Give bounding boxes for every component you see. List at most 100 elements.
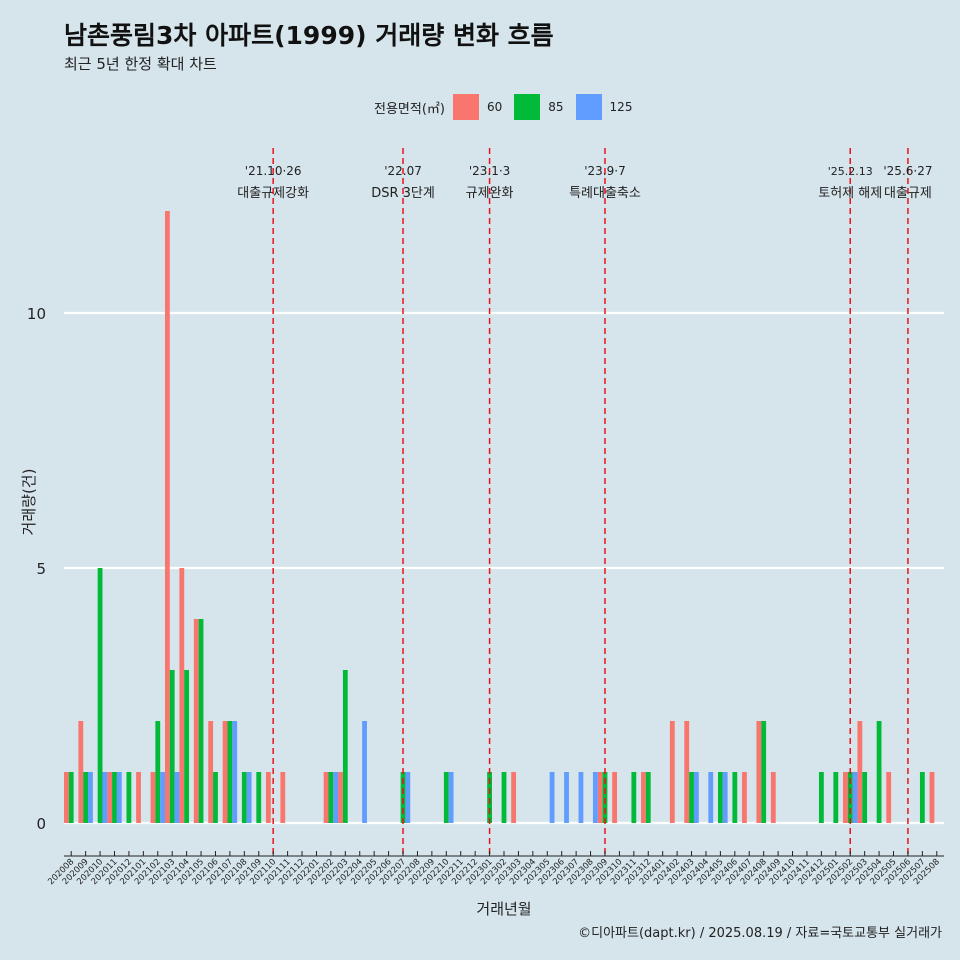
- bar-125-202011: [116, 772, 122, 823]
- bar-85-202210: [443, 772, 449, 823]
- bar-85-202501: [833, 772, 839, 823]
- bar-85-202503: [862, 772, 868, 823]
- y-tick-label: 0: [36, 815, 46, 833]
- event-label: 대출규제강화: [237, 186, 309, 201]
- bar-85-202010: [97, 568, 103, 823]
- bar-125-202108: [246, 772, 252, 823]
- bar-60-202309: [597, 772, 603, 823]
- legend-label-60: 60: [486, 100, 503, 114]
- source-caption: ©디아파트(dapt.kr) / 2025.08.19 / 자료=국토교통부 실…: [578, 926, 942, 941]
- y-axis-label: 거래량(건): [20, 469, 38, 536]
- bar-125-202307: [578, 772, 584, 823]
- bar-85-202106: [213, 772, 218, 823]
- bars: [64, 211, 935, 823]
- bar-85-202207: [400, 772, 406, 823]
- bar-85-202202: [328, 772, 334, 823]
- x-axis: 2020082020092020102020112020122021012021…: [46, 851, 944, 887]
- bar-60-202011: [107, 772, 113, 823]
- bar-125-202202: [333, 772, 339, 823]
- x-axis-label: 거래년월: [476, 900, 531, 918]
- bar-60-202107: [222, 721, 228, 823]
- bar-85-202507: [919, 772, 925, 823]
- bar-85-202405: [717, 772, 723, 823]
- bar-125-202009: [88, 772, 93, 823]
- bar-85-202302: [501, 772, 507, 823]
- event-label: DSR 3단계: [371, 186, 435, 201]
- y-tick-label: 10: [27, 305, 46, 323]
- bar-125-202403: [693, 772, 699, 823]
- bar-60-202105: [193, 619, 199, 823]
- legend-item-85: 85: [514, 94, 564, 120]
- bar-85-202105: [198, 619, 204, 823]
- bar-60-202106: [208, 721, 214, 823]
- event-date: '23.9·7: [584, 164, 625, 178]
- bar-125-202502: [852, 772, 858, 823]
- bar-125-202210: [448, 772, 454, 823]
- bar-60-202503: [857, 721, 863, 823]
- legend-item-125: 125: [575, 94, 633, 120]
- bar-85-202203: [342, 670, 348, 823]
- y-axis: 0 5 10: [27, 305, 46, 833]
- bar-60-202101: [136, 772, 141, 823]
- bar-60-202312: [641, 772, 646, 823]
- bar-85-202107: [227, 721, 233, 823]
- bar-60-202103: [164, 211, 170, 823]
- bar-125-202010: [102, 772, 108, 823]
- bar-85-202408: [761, 721, 767, 823]
- bar-85-202011: [112, 772, 117, 823]
- bar-125-202308: [592, 772, 598, 823]
- legend-swatch-85: [514, 94, 541, 120]
- bar-125-202107: [232, 721, 238, 823]
- bar-60-202008: [64, 772, 69, 823]
- bar-60-202110: [265, 772, 271, 823]
- bar-125-202102: [160, 772, 165, 823]
- bar-125-202204: [362, 721, 367, 823]
- bar-60-202310: [612, 772, 618, 823]
- chart-subtitle: 최근 5년 한정 확대 차트: [64, 55, 217, 73]
- bar-60-202403: [684, 721, 690, 823]
- event-date: '23.1·3: [469, 164, 510, 178]
- event-lines: '21.10·26 대출규제강화 '22.07 DSR 3단계 '23.1·3 규제완화 '…: [237, 148, 932, 856]
- bar-125-202305: [549, 772, 555, 823]
- bar-60-202508: [929, 772, 935, 823]
- bar-85-202412: [818, 772, 824, 823]
- bar-85-202012: [126, 772, 132, 823]
- bar-85-202403: [689, 772, 694, 823]
- bar-60-202408: [756, 721, 762, 823]
- bar-85-202108: [241, 772, 247, 823]
- bar-85-202009: [83, 772, 89, 823]
- legend-swatch-125: [575, 94, 602, 120]
- bar-60-202505: [886, 772, 892, 823]
- legend-swatch-60: [452, 94, 479, 120]
- bar-85-202406: [732, 772, 738, 823]
- bar-60-202104: [179, 568, 185, 823]
- bar-85-202008: [68, 772, 74, 823]
- bar-60-202402: [669, 721, 675, 823]
- bar-85-202301: [487, 772, 492, 823]
- bar-125-202207: [405, 772, 411, 823]
- event-label: 토허제 해제: [818, 186, 882, 201]
- bar-125-202404: [708, 772, 714, 823]
- bar-85-202312: [645, 772, 651, 823]
- event-date: '22.07: [384, 164, 422, 178]
- bar-125-202405: [722, 772, 728, 823]
- bar-85-202311: [631, 772, 637, 823]
- legend-title: 전용면적(㎡): [374, 101, 445, 117]
- legend-label-85: 85: [548, 100, 564, 114]
- event-date: '25.2.13: [828, 165, 873, 178]
- event-label: 규제완화: [466, 186, 514, 201]
- bar-85-202504: [876, 721, 882, 823]
- bar-85-202309: [602, 772, 608, 823]
- bar-60-202303: [511, 772, 517, 823]
- bar-60-202111: [280, 772, 286, 823]
- legend-label-125: 125: [609, 100, 633, 114]
- bar-60-202407: [742, 772, 747, 823]
- bar-60-202203: [338, 772, 343, 823]
- event-date: '25.6·27: [883, 164, 932, 178]
- bar-60-202202: [323, 772, 329, 823]
- y-tick-label: 5: [36, 560, 46, 578]
- event-date: '21.10·26: [245, 164, 302, 178]
- bar-60-202009: [78, 721, 84, 823]
- bar-60-202102: [150, 772, 156, 823]
